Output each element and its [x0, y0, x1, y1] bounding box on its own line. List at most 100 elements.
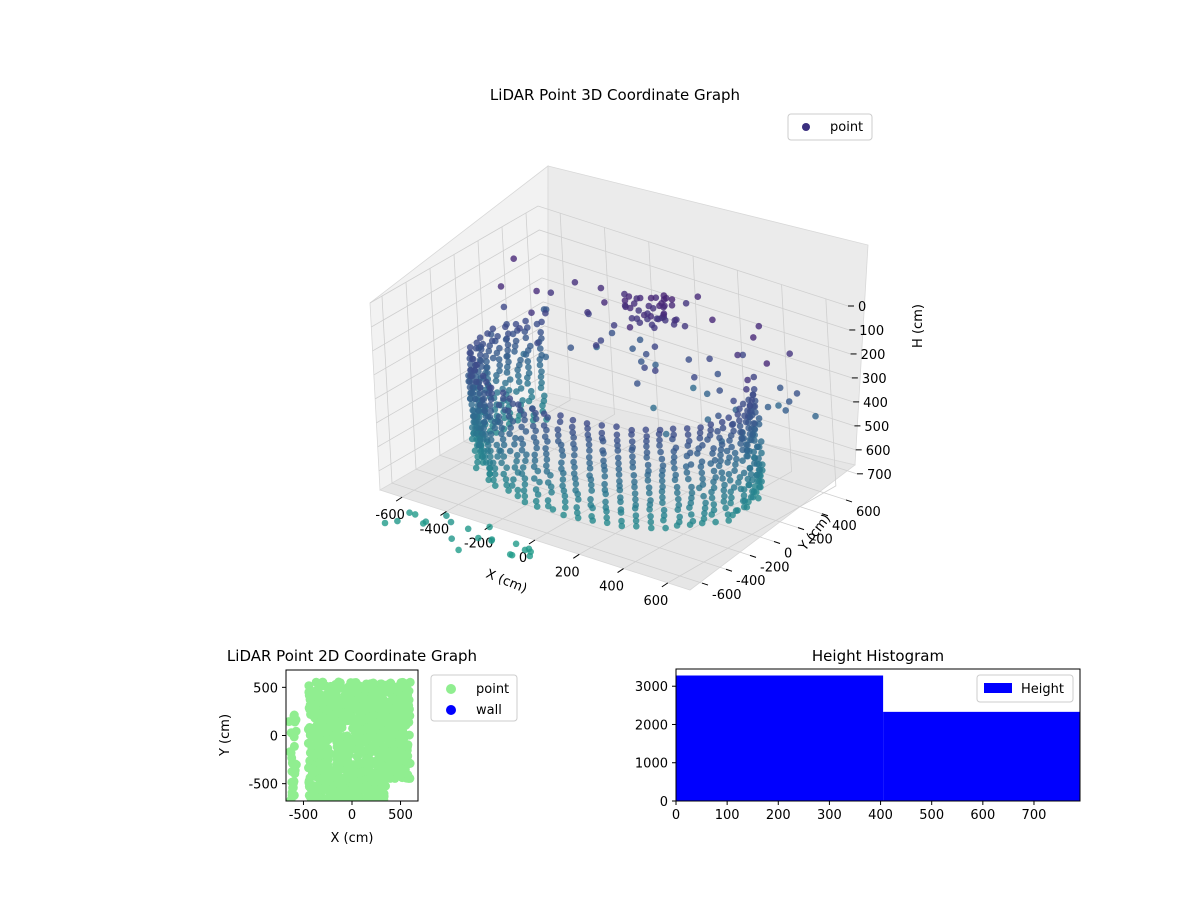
- data-point-3d: [644, 477, 652, 484]
- y-tick-mark-3d: [797, 527, 805, 531]
- data-point-3d: [755, 455, 762, 462]
- data-point-3d: [506, 376, 514, 383]
- data-point-3d: [520, 411, 528, 418]
- data-point-3d: [614, 454, 622, 462]
- data-point-3d: [531, 457, 539, 464]
- data-point-3d: [629, 453, 636, 460]
- x-tick-mark-3d: [661, 582, 669, 588]
- grid-3d: [369, 205, 858, 584]
- data-point-3d: [598, 422, 606, 429]
- data-point-3d: [525, 369, 533, 377]
- data-point-3d: [519, 464, 527, 471]
- data-point-3d: [585, 441, 593, 449]
- data-point-3d: [645, 484, 653, 491]
- x-tick-mark-3d: [617, 568, 624, 573]
- data-point-3d: [469, 412, 477, 420]
- data-point-3d: [647, 497, 654, 504]
- data-point-3d: [496, 419, 504, 426]
- data-point-3d: [632, 517, 640, 525]
- data-point-3d: [477, 357, 485, 365]
- data-point-3d: [598, 429, 606, 437]
- x-tick-mark-3d: [528, 539, 536, 545]
- data-point-2d: [359, 697, 369, 707]
- chart-hist: Height Histogram 0 100 200 300 400 500 600 7000…: [635, 647, 1081, 823]
- data-point-3d: [476, 390, 484, 397]
- y-tick-label-hist: 3000: [635, 680, 668, 695]
- data-point-3d: [515, 372, 522, 380]
- data-point-3d: [758, 449, 765, 457]
- data-point-3d: [722, 504, 729, 512]
- data-point-3d: [543, 456, 551, 463]
- data-point-2d: [338, 711, 348, 721]
- data-point-2d: [305, 695, 315, 705]
- data-point-3d: [614, 447, 622, 454]
- data-point-3d: [587, 501, 595, 509]
- data-point-3d: [689, 517, 697, 525]
- bars-hist: [676, 675, 1080, 801]
- data-point-3d: [474, 407, 482, 414]
- data-point-3d: [643, 443, 650, 450]
- data-point-3d: [644, 461, 652, 469]
- data-point-3d: [699, 442, 706, 449]
- data-point-3d: [472, 378, 480, 386]
- data-point-2d: [387, 738, 397, 748]
- data-point-3d: [521, 416, 528, 424]
- data-point-3d: [675, 501, 683, 509]
- data-point-3d: [473, 361, 481, 369]
- data-point-2d: [362, 791, 372, 801]
- data-point-3d: [583, 420, 591, 427]
- data-point-2d: [325, 796, 335, 801]
- data-point-3d: [736, 417, 743, 424]
- data-point-3d: [481, 419, 488, 426]
- data-point-3d: [573, 504, 580, 511]
- y-tick-label-3d: -200: [760, 560, 790, 575]
- data-point-3d: [615, 471, 623, 479]
- data-point-3d: [658, 477, 666, 485]
- data-point-3d: [504, 341, 512, 349]
- z-tick-label-3d: 300: [862, 372, 887, 387]
- data-point-2d: [326, 720, 336, 730]
- data-point-3d: [510, 255, 517, 262]
- data-point-3d: [571, 463, 578, 471]
- data-point-3d: [555, 431, 562, 439]
- data-point-3d: [745, 424, 752, 432]
- data-point-3d: [481, 453, 489, 460]
- data-point-3d: [739, 457, 746, 465]
- data-point-3d: [638, 358, 645, 365]
- data-point-3d: [477, 346, 485, 353]
- x-tick-label-hist: 500: [919, 808, 944, 823]
- data-point-3d: [544, 497, 552, 504]
- data-point-3d: [536, 361, 544, 369]
- data-point-3d: [509, 418, 517, 425]
- data-point-3d: [542, 309, 549, 317]
- data-point-3d: [516, 406, 524, 414]
- data-point-3d: [521, 475, 529, 482]
- x-tick-label-2d: 0: [348, 808, 356, 823]
- data-point-3d: [685, 356, 693, 363]
- data-point-2d: [305, 685, 315, 695]
- data-point-3d: [669, 425, 677, 433]
- legend-hist-label: Height: [1021, 682, 1064, 697]
- data-point-3d: [499, 436, 507, 443]
- x-tick-mark-3d: [440, 511, 447, 516]
- data-point-3d: [570, 458, 577, 466]
- data-point-3d: [481, 407, 488, 415]
- data-point-3d: [674, 489, 681, 497]
- data-point-2d: [362, 781, 372, 791]
- data-point-3d: [559, 482, 566, 490]
- data-point-3d: [498, 430, 505, 438]
- data-point-3d: [736, 405, 743, 413]
- data-point-3d: [683, 469, 691, 476]
- data-point-3d: [560, 487, 568, 495]
- data-point-3d: [629, 464, 637, 471]
- data-point-3d: [601, 486, 609, 494]
- data-point-3d: [502, 379, 509, 387]
- data-point-3d: [517, 356, 524, 364]
- data-point-3d: [747, 471, 755, 478]
- data-point-3d: [466, 378, 474, 385]
- data-point-3d: [488, 536, 496, 543]
- data-point-2d: [386, 705, 396, 714]
- legend-3d-marker-point: [802, 123, 810, 131]
- y-tick-label-2d: 0: [270, 730, 278, 745]
